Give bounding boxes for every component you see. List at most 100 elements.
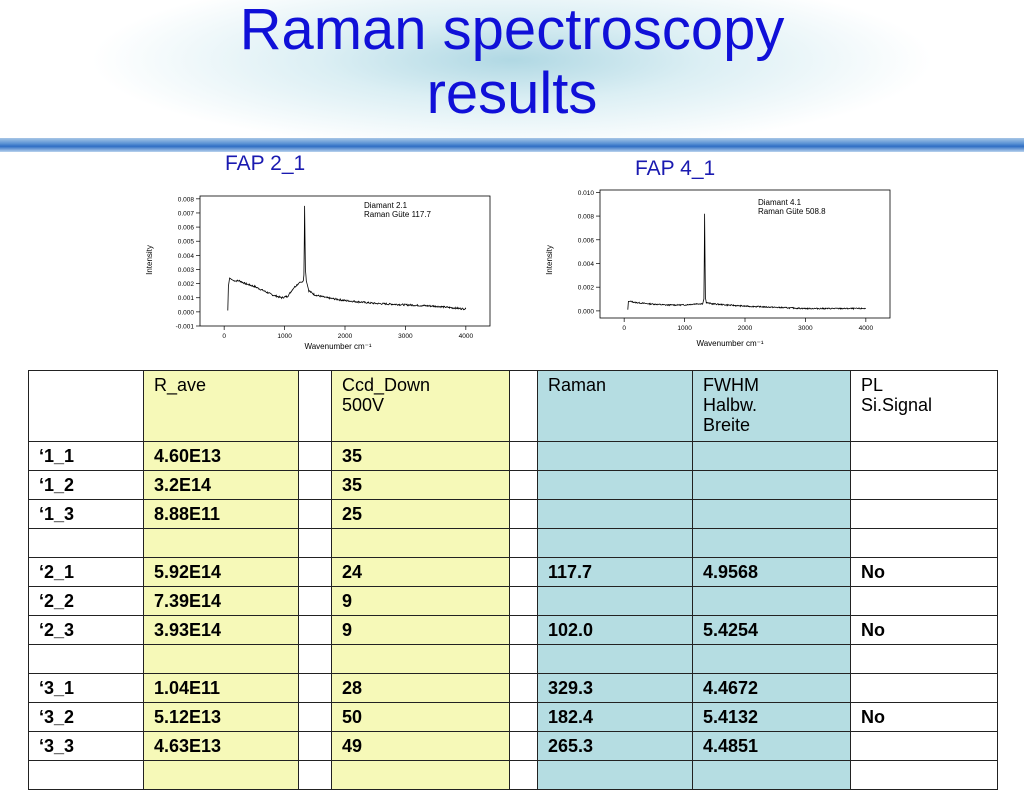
table-row: ‘2_2 7.39E14 9 bbox=[28, 586, 998, 616]
table-row: ‘2_3 3.93E14 9 102.0 5.4254 No bbox=[28, 615, 998, 645]
table-cell: 4.4851 bbox=[692, 731, 851, 761]
table-cell bbox=[509, 586, 538, 616]
title-divider bbox=[0, 138, 1024, 152]
table-cell bbox=[537, 499, 693, 529]
table-row: ‘2_1 5.92E14 24 117.7 4.9568 No bbox=[28, 557, 998, 587]
raman-spectrum-chart-fap-4-1: Intensity Wavenumber cm⁻¹ Diamant 4.1 Ra… bbox=[545, 189, 891, 348]
table-cell: 5.12E13 bbox=[143, 702, 299, 732]
table-cell bbox=[509, 644, 538, 674]
table-row bbox=[28, 760, 998, 790]
table-cell bbox=[537, 644, 693, 674]
plot-frame bbox=[599, 189, 891, 319]
table-cell: 117.7 bbox=[537, 557, 693, 587]
y-tick-label: 0.003 bbox=[178, 267, 195, 274]
table-cell bbox=[537, 760, 693, 790]
table-cell bbox=[298, 528, 332, 558]
table-cell: ‘2_1 bbox=[28, 557, 144, 587]
table-cell: No bbox=[850, 557, 998, 587]
table-row: ‘3_1 1.04E11 28 329.3 4.4672 bbox=[28, 673, 998, 703]
spectrum-line bbox=[627, 213, 866, 311]
table-header-cell: PL Si.Signal bbox=[850, 370, 998, 442]
table-cell bbox=[537, 586, 693, 616]
table-cell: 182.4 bbox=[537, 702, 693, 732]
table-cell: 8.88E11 bbox=[143, 499, 299, 529]
table-cell: ‘2_3 bbox=[28, 615, 144, 645]
table-cell bbox=[298, 702, 332, 732]
table-cell bbox=[298, 731, 332, 761]
y-tick-label: 0.000 bbox=[178, 309, 195, 316]
x-axis-label: Wavenumber cm⁻¹ bbox=[304, 342, 371, 351]
annotation-line2: Raman Güte 117.7 bbox=[364, 210, 432, 219]
table-cell bbox=[537, 470, 693, 500]
table-cell bbox=[850, 673, 998, 703]
table-cell: 49 bbox=[331, 731, 510, 761]
annotation-line2: Raman Güte 508.8 bbox=[758, 207, 826, 216]
table-header-text: Halbw. bbox=[703, 395, 758, 415]
table-cell: 9 bbox=[331, 615, 510, 645]
table-cell: ‘3_2 bbox=[28, 702, 144, 732]
table-cell bbox=[298, 615, 332, 645]
y-tick-label: 0.006 bbox=[578, 237, 595, 244]
results-table: R_ave Ccd_Down 500V Raman FWHM Halbw. Breite PL… bbox=[28, 370, 998, 790]
table-cell bbox=[509, 557, 538, 587]
table-cell bbox=[509, 673, 538, 703]
table-cell bbox=[692, 441, 851, 471]
table-cell bbox=[850, 760, 998, 790]
table-header-text: Ccd_Down bbox=[342, 375, 431, 395]
plot-label-fap-2-1: FAP 2_1 bbox=[225, 152, 306, 175]
table-cell: 5.4254 bbox=[692, 615, 851, 645]
table-cell bbox=[509, 731, 538, 761]
table-cell bbox=[692, 586, 851, 616]
table-cell bbox=[298, 644, 332, 674]
table-row bbox=[28, 644, 998, 674]
table-cell bbox=[298, 586, 332, 616]
annotation-line1: Diamant 2.1 bbox=[364, 201, 408, 210]
table-header-cell bbox=[28, 370, 144, 442]
table-cell bbox=[298, 557, 332, 587]
table-cell: 7.39E14 bbox=[143, 586, 299, 616]
y-tick-label: 0.001 bbox=[178, 295, 195, 302]
y-tick-label: 0.010 bbox=[578, 190, 595, 197]
table-cell: No bbox=[850, 702, 998, 732]
table-cell: 1.04E11 bbox=[143, 673, 299, 703]
table-header-cell: Raman bbox=[537, 370, 693, 442]
table-cell bbox=[298, 470, 332, 500]
table-cell: ‘1_1 bbox=[28, 441, 144, 471]
table-cell bbox=[850, 528, 998, 558]
table-cell bbox=[537, 528, 693, 558]
table-cell: 5.92E14 bbox=[143, 557, 299, 587]
y-axis-label: Intensity bbox=[145, 245, 154, 275]
table-header-cell: R_ave bbox=[143, 370, 299, 442]
table-cell bbox=[692, 644, 851, 674]
x-tick-label: 4000 bbox=[859, 325, 874, 332]
table-cell: 3.2E14 bbox=[143, 470, 299, 500]
table-row: ‘1_2 3.2E14 35 bbox=[28, 470, 998, 500]
table-cell bbox=[850, 586, 998, 616]
table-cell bbox=[692, 470, 851, 500]
table-cell bbox=[298, 441, 332, 471]
table-header-text: PL bbox=[861, 375, 884, 395]
title-background bbox=[0, 0, 1024, 140]
table-cell bbox=[143, 644, 299, 674]
table-cell bbox=[509, 760, 538, 790]
x-axis-label: Wavenumber cm⁻¹ bbox=[696, 339, 763, 348]
table-cell: 9 bbox=[331, 586, 510, 616]
y-tick-label: 0.002 bbox=[178, 281, 195, 288]
y-tick-label: 0.007 bbox=[178, 210, 195, 217]
table-cell bbox=[692, 528, 851, 558]
slide-title-line2: results bbox=[426, 61, 598, 126]
y-tick-label: 0.006 bbox=[178, 225, 195, 232]
table-cell bbox=[850, 499, 998, 529]
table-cell: 5.4132 bbox=[692, 702, 851, 732]
x-tick-label: 2000 bbox=[338, 333, 353, 340]
y-tick-label: 0.002 bbox=[578, 285, 595, 292]
table-cell bbox=[692, 760, 851, 790]
table-cell bbox=[143, 760, 299, 790]
table-cell bbox=[850, 644, 998, 674]
x-tick-label: 4000 bbox=[459, 333, 474, 340]
table-cell: 265.3 bbox=[537, 731, 693, 761]
y-tick-label: 0.004 bbox=[178, 253, 195, 260]
table-cell bbox=[331, 760, 510, 790]
slide-title-line1: Raman spectroscopy bbox=[239, 0, 785, 62]
table-cell: 28 bbox=[331, 673, 510, 703]
